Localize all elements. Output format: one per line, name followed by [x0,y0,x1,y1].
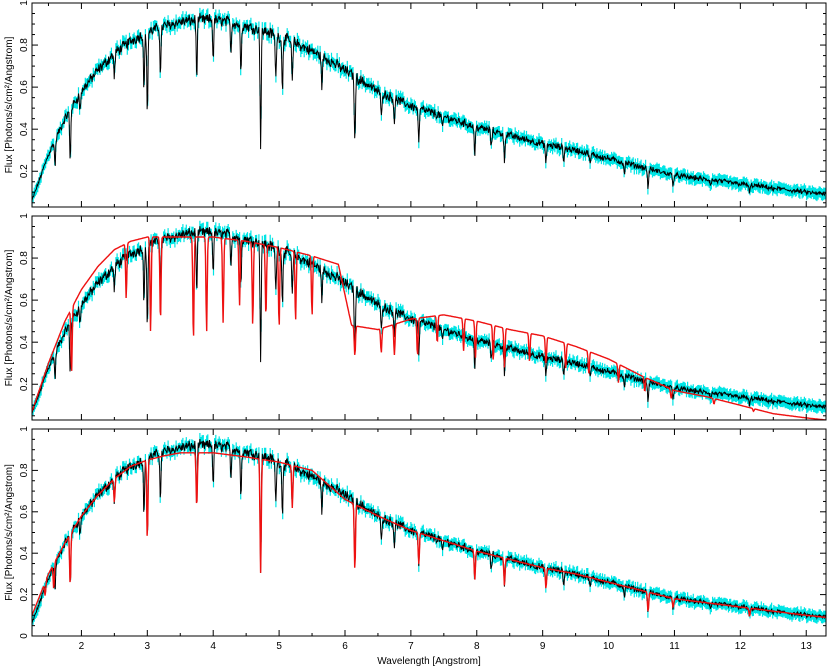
y-tick-label: 0.8 [19,463,30,477]
panel-3: 2 3 4 5 6 7 8 9 10 11 12 13 0 0.2 0.4 0.6 0.8 1 Flux [Phot… [4,426,827,652]
x-tick-label: 7 [408,641,414,652]
x-tick-label: 11 [669,641,680,652]
y-tick-label: 0.4 [19,546,30,560]
x-tick-label: 9 [540,641,546,652]
x-axis-title: Wavelength [Angstrom] [377,656,481,667]
model-spectrum [32,452,826,619]
x-tick-label: 8 [474,641,480,652]
y-axis-title: Flux [Photons/s/cm²/Angstrom] [4,249,15,386]
panel-1: 0.2 0.4 0.6 0.8 1 Flux [Photons/s/cm²/Angstro… [4,0,827,208]
x-tick-label: 10 [603,641,615,652]
y-axis-title: Flux [Photons/s/cm²/Angstrom] [4,464,15,601]
error-band [32,7,826,206]
plot-frame [31,215,827,421]
plot-frame [31,2,827,208]
y-tick-label: 1 [19,213,30,219]
y-tick-label: 1 [19,426,30,432]
y-tick-label: 0.4 [19,122,30,136]
error-band [32,433,826,630]
panel-2: 0.2 0.4 0.6 0.8 1 Flux [Photons/s/cm²/Angstro… [4,213,827,421]
x-tick-label: 3 [145,641,151,652]
model-spectrum [32,236,826,420]
y-tick-label: 0.8 [19,251,30,265]
x-tick-label: 4 [210,641,216,652]
y-tick-label: 0 [19,633,30,639]
x-tick-label: 2 [79,641,85,652]
y-tick-label: 0.6 [19,504,30,518]
y-tick-label: 0.6 [19,293,30,307]
y-tick-label: 1 [19,0,30,6]
y-tick-label: 0.2 [19,587,30,601]
y-axis-title: Flux [Photons/s/cm²/Angstrom] [4,36,15,173]
x-tick-label: 12 [735,641,747,652]
y-tick-label: 0.6 [19,80,30,94]
y-tick-label: 0.4 [19,335,30,349]
y-tick-label: 0.8 [19,38,30,52]
x-tick-label: 13 [801,641,813,652]
y-tick-label: 0.2 [19,377,30,391]
x-tick-label: 6 [342,641,348,652]
observed-spectrum [32,226,826,414]
x-tick-label: 5 [276,641,282,652]
y-tick-label: 0.2 [19,164,30,178]
observed-spectrum [32,13,826,201]
